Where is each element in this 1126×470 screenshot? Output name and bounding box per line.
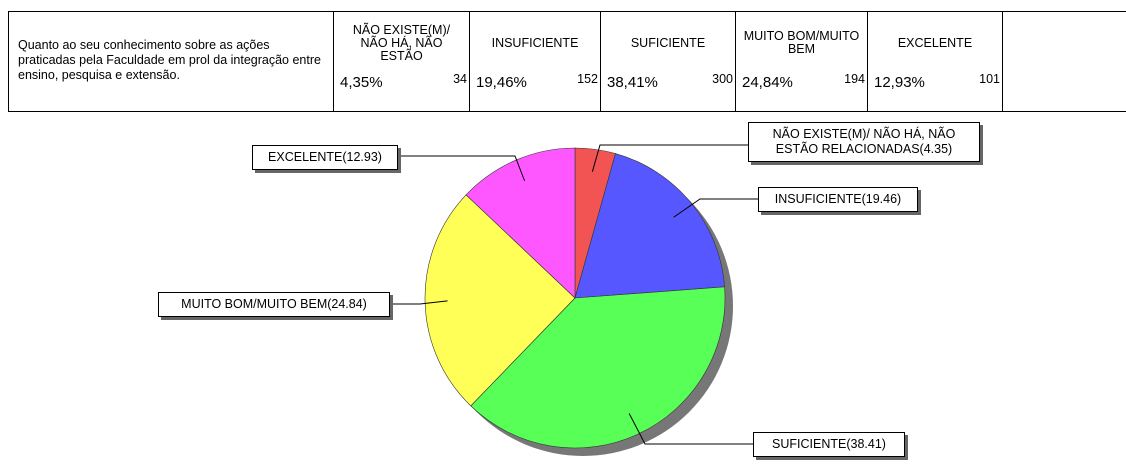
slice-label: INSUFICIENTE(19.46) (758, 187, 918, 212)
slice-label: MUITO BOM/MUITO BEM(24.84) (158, 292, 390, 317)
percent: 38,41% (607, 74, 658, 91)
percent: 4,35% (340, 74, 383, 91)
column-header: EXCELENTE (897, 35, 973, 50)
leader-line (591, 144, 748, 172)
count: 152 (577, 72, 598, 86)
count: 34 (453, 72, 467, 86)
leader-line (398, 155, 526, 182)
pie-slice (465, 147, 576, 299)
leader-line (628, 413, 753, 445)
column-header: SUFICIENTE (630, 35, 706, 50)
answer-cell: MUITO BOM/MUITO BEM 24,84% 194 (736, 12, 868, 112)
answer-cell: INSUFICIENTE 19,46% 152 (470, 12, 601, 112)
count: 194 (844, 72, 865, 86)
column-header: INSUFICIENTE (491, 35, 579, 50)
column-header: MUITO BOM/MUITO BEM (743, 29, 860, 56)
pie-slice (470, 286, 726, 449)
percent: 19,46% (476, 74, 527, 91)
slice-label: NÃO EXISTE(M)/ NÃO HÁ, NÃO ESTÃO RELACIO… (748, 122, 980, 162)
question-cell: Quanto ao seu conhecimento sobre as açõe… (8, 12, 334, 112)
count: 300 (712, 72, 733, 86)
percent: 12,93% (874, 74, 925, 91)
answer-cell: EXCELENTE 12,93% 101 (868, 12, 1003, 112)
question: Quanto ao seu conhecimento sobre as açõe… (18, 38, 321, 82)
answer-cell: NÃO EXISTE(M)/ NÃO HÁ, NÃO ESTÃO 4,35% 34 (334, 12, 470, 112)
leader-line (390, 300, 448, 305)
percent: 24,84% (742, 74, 793, 91)
slice-label: SUFICIENTE(38.41) (753, 432, 905, 457)
answer-cell: SUFICIENTE 38,41% 300 (601, 12, 736, 112)
table-frame (8, 11, 1126, 112)
slice-label: EXCELENTE(12.93) (252, 145, 398, 170)
leader-line (673, 198, 758, 218)
count: 101 (979, 72, 1000, 86)
pie-slice (574, 153, 725, 299)
column-header: NÃO EXISTE(M)/ NÃO HÁ, NÃO ESTÃO (352, 22, 451, 63)
pie-slice (424, 194, 576, 407)
